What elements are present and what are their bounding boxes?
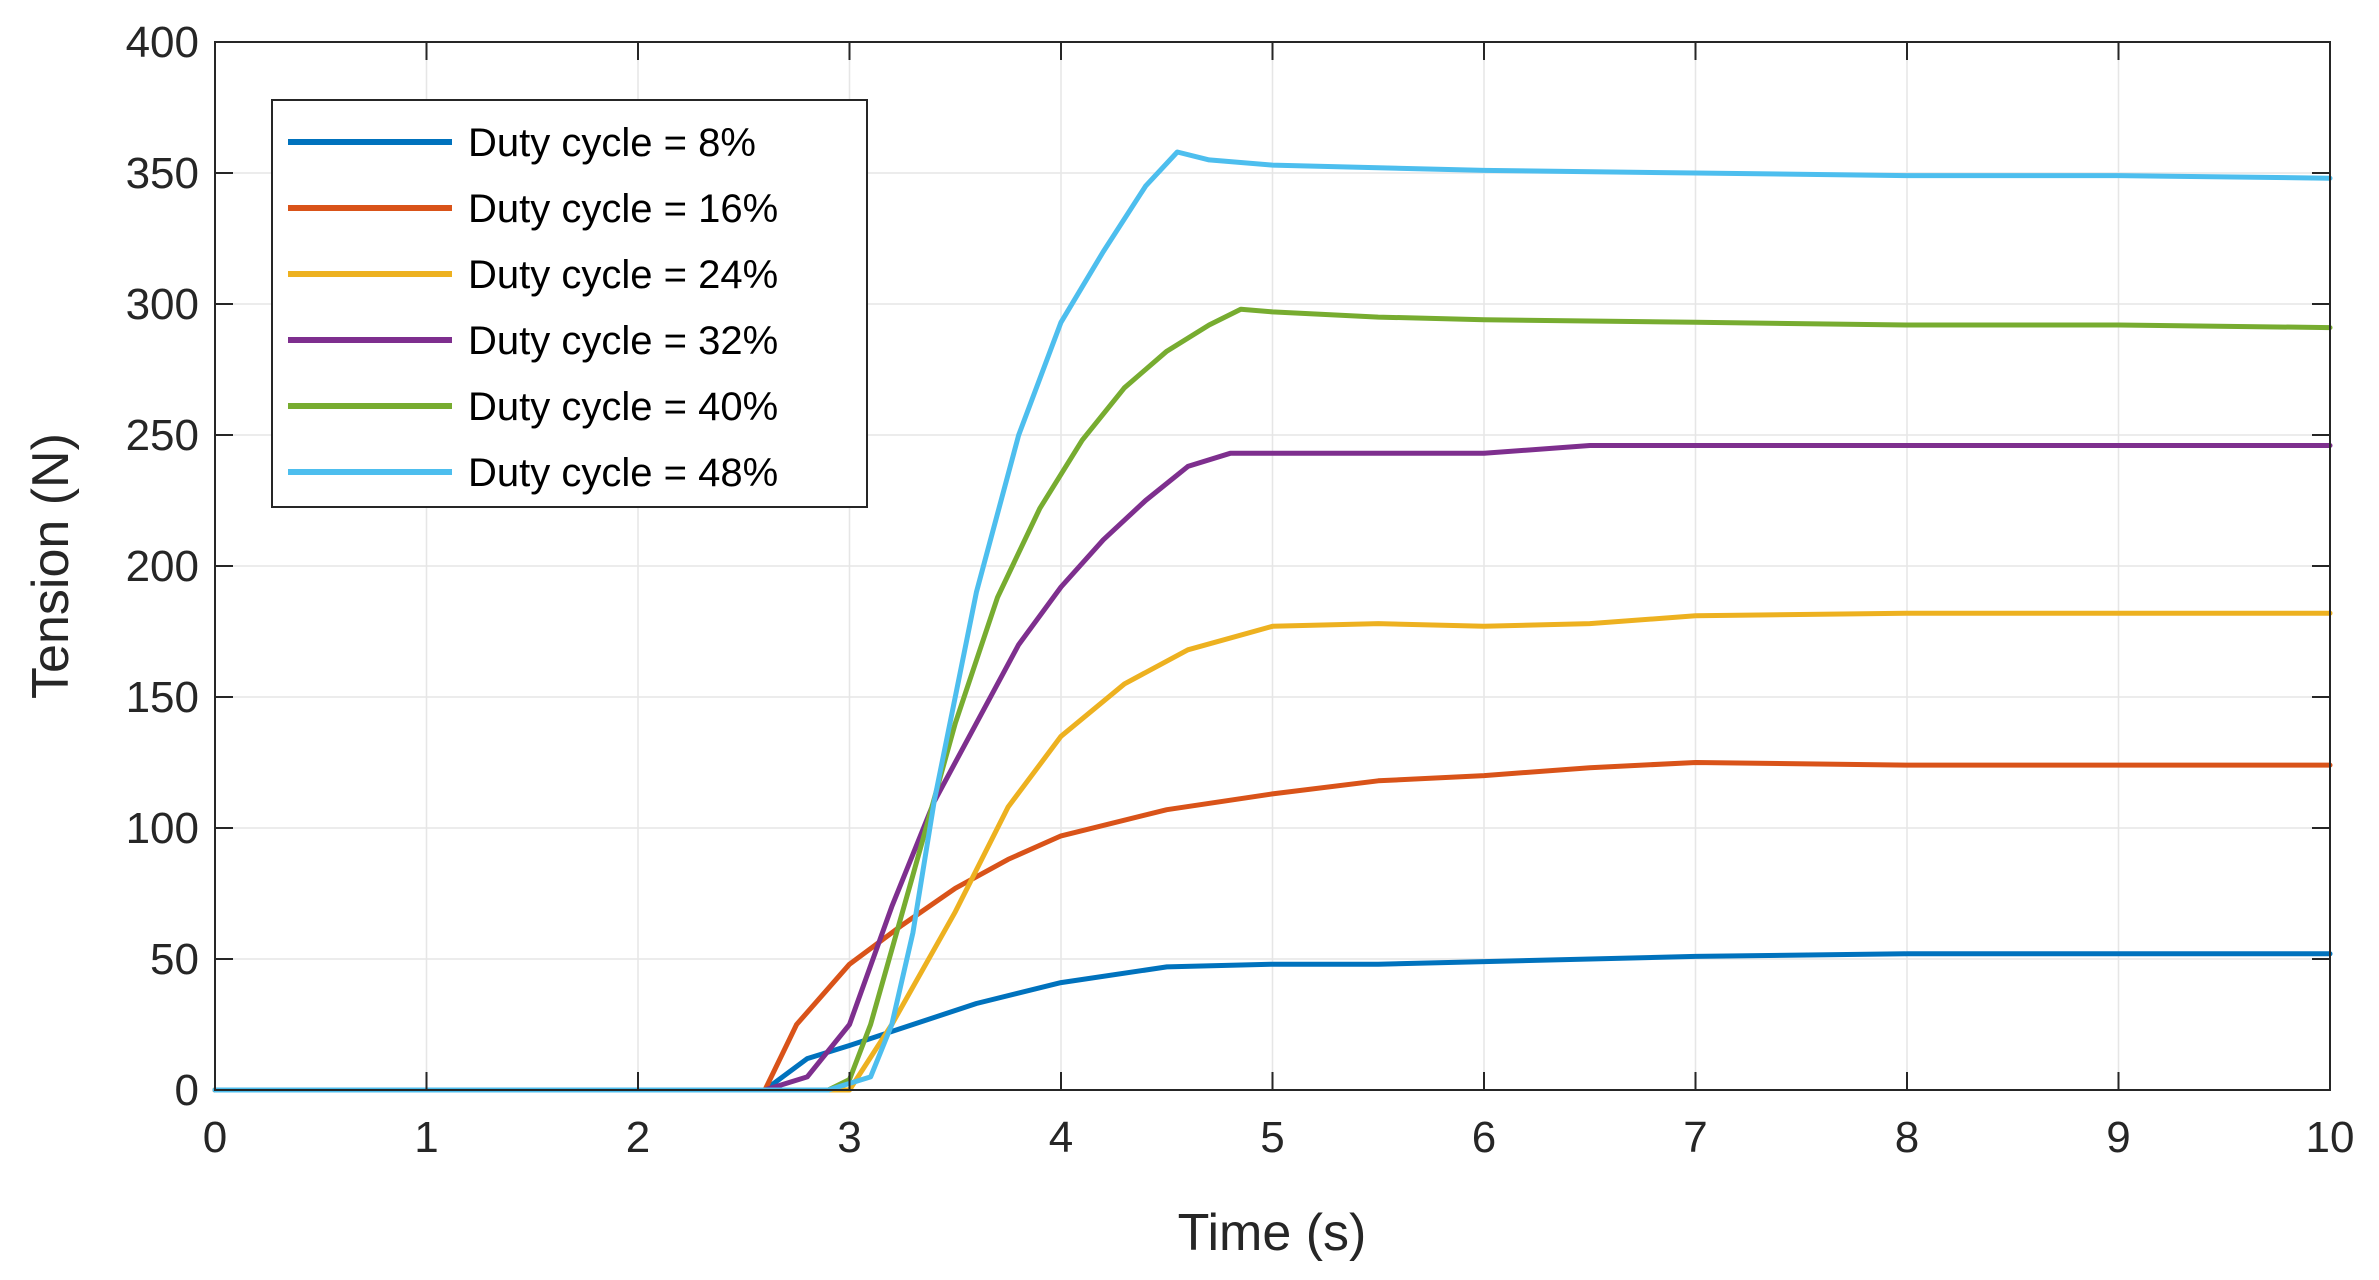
- x-tick-label: 0: [203, 1113, 227, 1162]
- series-line: [212, 306, 2333, 1093]
- legend-label: Duty cycle = 32%: [468, 319, 778, 363]
- legend-label: Duty cycle = 8%: [468, 121, 756, 165]
- series-line: [212, 760, 2333, 1093]
- x-tick-label: 5: [1260, 1113, 1284, 1162]
- x-axis-label: Time (s): [1178, 1204, 1367, 1262]
- legend-label: Duty cycle = 48%: [468, 451, 778, 495]
- y-tick-label: 100: [126, 804, 199, 853]
- y-tick-label: 50: [150, 935, 199, 984]
- y-tick-label: 300: [126, 280, 199, 329]
- tick-marks: [214, 41, 2331, 1091]
- y-tick-labels: 0 50 100 150 200 250 300 350 400: [126, 18, 199, 1115]
- x-tick-label: 10: [2306, 1113, 2355, 1162]
- y-axis-label: Tension (N): [22, 433, 80, 699]
- y-tick-label: 150: [126, 673, 199, 722]
- x-tick-label: 9: [2106, 1113, 2130, 1162]
- y-tick-label: 350: [126, 149, 199, 198]
- series-line: [212, 443, 2333, 1093]
- series-layer: [212, 149, 2333, 1093]
- x-tick-label: 1: [414, 1113, 438, 1162]
- legend-label: Duty cycle = 16%: [468, 187, 778, 231]
- x-tick-label: 2: [626, 1113, 650, 1162]
- legend: Duty cycle = 8% Duty cycle = 16% Duty cycl…: [271, 99, 868, 508]
- x-tick-labels: 0 1 2 3 4 5 6 7 8 9 10: [203, 1113, 2355, 1162]
- y-tick-label: 400: [126, 18, 199, 67]
- x-tick-label: 8: [1895, 1113, 1919, 1162]
- series-line: [212, 610, 2333, 1093]
- x-tick-label: 6: [1472, 1113, 1496, 1162]
- series-line: [212, 149, 2333, 1093]
- legend-label: Duty cycle = 40%: [468, 385, 778, 429]
- y-tick-label: 0: [175, 1066, 199, 1115]
- series-line: [212, 951, 2333, 1093]
- x-tick-label: 3: [837, 1113, 861, 1162]
- y-tick-label: 250: [126, 411, 199, 460]
- y-tick-label: 200: [126, 542, 199, 591]
- legend-box: [271, 99, 868, 508]
- legend-label: Duty cycle = 24%: [468, 253, 778, 297]
- x-tick-label: 4: [1049, 1113, 1073, 1162]
- x-tick-label: 7: [1683, 1113, 1707, 1162]
